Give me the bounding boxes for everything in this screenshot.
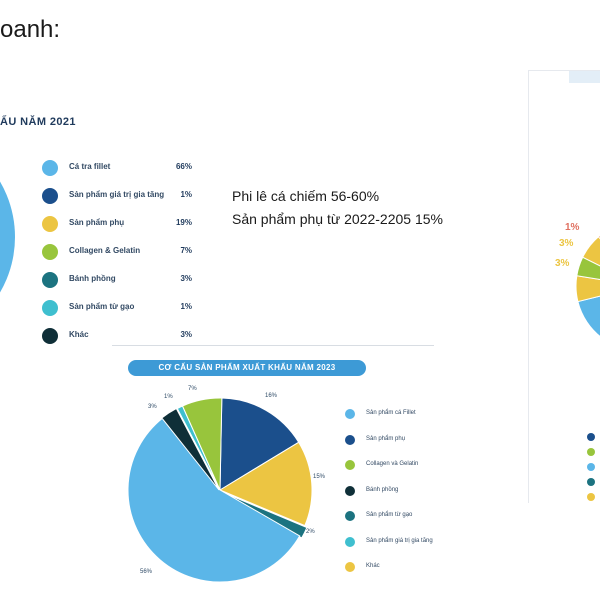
slice-label: 16%: [265, 393, 278, 399]
legend-value: 3%: [180, 274, 192, 283]
chart-2021-pie: [0, 181, 15, 293]
legend-label: Khác: [366, 563, 380, 569]
legend-swatch: [42, 328, 58, 344]
pie-slice-16pct: [219, 397, 300, 491]
legend-item: Collagen và Gelatin: [345, 459, 485, 471]
pie-slice: [577, 295, 600, 337]
legend-value: 7%: [180, 246, 192, 255]
legend-item: Khác: [345, 561, 485, 573]
right-chart-pie: [575, 234, 600, 337]
legend-label: Sản phẩm từ gạo: [366, 512, 413, 518]
legend-label: Sản phẩm phụ: [366, 435, 406, 442]
slice-label: 1%: [164, 394, 173, 400]
legend-value: 19%: [175, 218, 192, 227]
legend-label: Sản phẩm giá trị gia tăng: [69, 190, 165, 199]
legend-item: Bánh phồng 3%: [42, 272, 192, 288]
right-label-2: 3%: [559, 238, 574, 249]
legend-swatch: [42, 216, 58, 232]
legend-item: Sản phẩm giá trị gia tăng 1%: [42, 188, 192, 204]
pie-slice-ca-tra-fillet: [0, 181, 15, 293]
legend-value: 1%: [180, 190, 192, 199]
legend-swatch: [587, 463, 595, 471]
legend-item: Bánh phồng: [345, 485, 485, 497]
right-chart-panel: 1% 3% 3%: [528, 70, 600, 503]
legend-value: 3%: [180, 330, 192, 339]
divider: [112, 345, 434, 346]
legend-swatch: [42, 188, 58, 204]
pie-slice-7pct: [181, 397, 223, 491]
pie-slice-56pct: [128, 417, 301, 583]
legend-swatch: [42, 272, 58, 288]
legend-item: Cá tra fillet 66%: [42, 160, 192, 176]
note-byproduct-share: Sản phẩm phụ từ 2022-2205 15%: [232, 211, 443, 227]
legend-item: Khác 3%: [42, 328, 192, 344]
pie-slice-15pct: [218, 441, 313, 527]
chart-2023-pie: 16% 15% 2% 56% 3% 1% 7%: [128, 386, 326, 583]
legend-swatch: [345, 485, 355, 496]
legend-label: Collagen & Gelatin: [69, 246, 141, 255]
legend-swatch: [345, 536, 355, 547]
legend-label: Sản phẩm giá trị gia tăng: [366, 537, 433, 544]
note-fillet-share: Phi lê cá chiếm 56-60%: [232, 188, 380, 204]
legend-swatch: [345, 434, 355, 445]
legend-swatch: [587, 433, 595, 441]
legend-label: Khác: [69, 330, 89, 339]
legend-label: Bánh phồng: [366, 486, 399, 493]
slice-label: 2%: [306, 529, 315, 535]
legend-label: Collagen và Gelatin: [366, 461, 419, 467]
legend-item: Sản phẩm từ gạo: [345, 510, 485, 522]
legend-swatch: [42, 160, 58, 176]
chart-2023-title: CƠ CẤU SẢN PHẨM XUẤT KHẨU NĂM 2023: [128, 360, 366, 376]
right-label-3: 3%: [555, 258, 570, 269]
legend-swatch: [345, 511, 355, 521]
slice-label: 56%: [140, 569, 153, 575]
legend-swatch: [345, 460, 355, 470]
slice-label: 7%: [188, 386, 197, 392]
legend-item: Sản phẩm cá Fillet: [345, 408, 485, 420]
legend-label: Cá tra fillet: [69, 162, 111, 171]
slice-label: 15%: [313, 474, 326, 480]
legend-swatch: [587, 493, 595, 501]
legend-item: Sản phẩm từ gạo 1%: [42, 300, 192, 316]
slice-label: 3%: [148, 404, 157, 410]
legend-label: Sản phẩm phụ: [69, 218, 125, 227]
legend-label: Bánh phồng: [69, 274, 116, 283]
legend-item: Sản phẩm giá trị gia tăng: [345, 536, 485, 548]
legend-item: Sản phẩm phụ 19%: [42, 216, 192, 232]
legend-swatch: [587, 448, 595, 456]
legend-swatch: [42, 244, 58, 260]
page-heading: oanh:: [0, 16, 61, 43]
legend-value: 66%: [175, 162, 192, 171]
chart-2021-title: ẨU NĂM 2021: [0, 116, 76, 128]
legend-value: 1%: [180, 302, 192, 311]
legend-item: Collagen & Gelatin 7%: [42, 244, 192, 260]
legend-swatch: [345, 562, 355, 572]
legend-swatch: [345, 409, 355, 419]
legend-label: Sản phẩm cá Fillet: [366, 410, 416, 416]
legend-item: Sản phẩm phụ: [345, 434, 485, 446]
pie-slice-3pct: [161, 407, 220, 491]
legend-swatch: [42, 300, 58, 316]
panel-tab: [569, 71, 600, 83]
legend-swatch: [587, 478, 595, 486]
legend-label: Sản phẩm từ gạo: [69, 302, 135, 311]
right-label-1: 1%: [565, 222, 580, 233]
